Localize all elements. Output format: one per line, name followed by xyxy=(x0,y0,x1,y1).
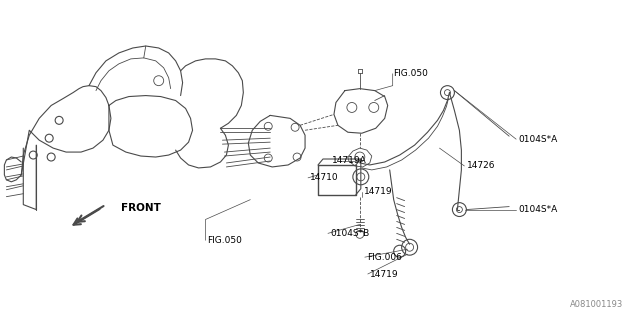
Text: FRONT: FRONT xyxy=(121,203,161,212)
Text: FIG.050: FIG.050 xyxy=(207,236,243,245)
Text: 14719A: 14719A xyxy=(332,156,367,165)
Text: 14726: 14726 xyxy=(467,162,496,171)
Text: 14719: 14719 xyxy=(364,187,392,196)
Text: 0104S*B: 0104S*B xyxy=(330,229,369,238)
Text: 0104S*A: 0104S*A xyxy=(518,135,557,144)
Text: 14710: 14710 xyxy=(310,173,339,182)
Text: FIG.050: FIG.050 xyxy=(393,69,428,78)
Text: 0104S*A: 0104S*A xyxy=(518,205,557,214)
Text: FIG.006: FIG.006 xyxy=(367,253,402,262)
Text: A081001193: A081001193 xyxy=(570,300,623,309)
Text: 14719: 14719 xyxy=(370,269,399,278)
